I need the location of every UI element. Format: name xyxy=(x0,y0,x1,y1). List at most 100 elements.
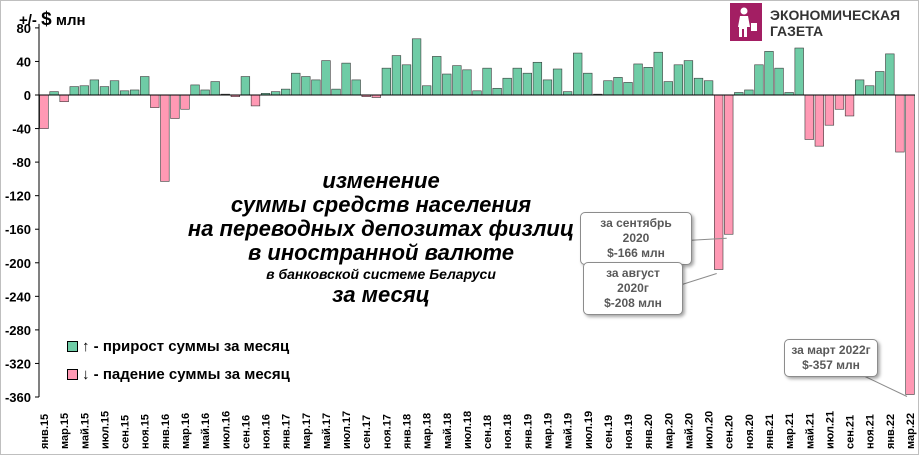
bar-фев.18 xyxy=(411,38,422,96)
bar-июл.18 xyxy=(462,69,472,96)
bar-апр.17 xyxy=(311,79,321,96)
legend-down: ↓ - падение суммы за месяц xyxy=(67,366,290,383)
bar-фев.22 xyxy=(895,94,905,153)
bar-янв.19 xyxy=(522,72,532,96)
bar-ноя.20 xyxy=(744,89,754,96)
callout-aug-2020-line1: за август 2020г xyxy=(606,266,660,295)
bar-июл.19 xyxy=(583,72,593,96)
bar-янв.15 xyxy=(39,94,49,129)
y-tick-label: -360 xyxy=(5,390,31,405)
bar-май.20 xyxy=(683,60,694,96)
x-tick-label: сен.21 xyxy=(845,415,857,449)
callout-sep-2020-line2: $-166 млн xyxy=(607,246,665,260)
bar-окт.21 xyxy=(854,79,865,96)
callout-mar-2022-line1: за март 2022г xyxy=(791,343,871,357)
x-tick-label: июл.19 xyxy=(583,411,595,449)
title-line-4: в иностранной валюте xyxy=(247,240,515,265)
bar-янв.20 xyxy=(643,67,653,96)
bar-июл.20 xyxy=(703,80,714,96)
bar-дек.21 xyxy=(875,71,885,96)
callout-aug-2020-line2: $-208 млн xyxy=(604,296,662,310)
bar-сен.19 xyxy=(603,80,613,96)
y-tick-label: -320 xyxy=(5,356,31,371)
bar-май.21 xyxy=(804,94,814,140)
x-tick-label: май.19 xyxy=(563,413,575,449)
y-tick-label: -280 xyxy=(5,323,31,338)
bar-сен.21 xyxy=(844,94,855,117)
bar-май.18 xyxy=(442,73,452,96)
bar-дек.18 xyxy=(512,67,522,96)
x-tick-label: ноя.19 xyxy=(623,414,635,449)
x-tick-label: мар.18 xyxy=(422,413,434,449)
bar-фев.21 xyxy=(774,67,784,96)
bar-ноя.18 xyxy=(502,77,512,96)
title-line-2: суммы средств населения xyxy=(230,192,532,217)
bar-июн.16 xyxy=(210,81,220,96)
bar-мар.18 xyxy=(422,85,432,96)
bar-янв.21 xyxy=(764,51,774,96)
callout-sep-2020: за сентябрь 2020 $-166 млн xyxy=(580,212,692,265)
bar-фев.19 xyxy=(532,61,543,96)
x-tick-label: мар.15 xyxy=(59,413,71,449)
bar-май.16 xyxy=(200,89,210,96)
logo-line-2: ГАЗЕТА xyxy=(770,23,824,39)
bar-май.19 xyxy=(562,91,573,96)
bar-июн.20 xyxy=(693,77,704,96)
x-tick-label: мар.21 xyxy=(784,413,796,449)
title-line-1: изменение xyxy=(322,168,440,193)
callout-pointer-mar-2022 xyxy=(863,375,908,397)
bar-фев.20 xyxy=(653,51,663,96)
x-tick-label: июл.21 xyxy=(824,411,836,449)
y-tick-label: -200 xyxy=(5,256,31,271)
bar-окт.16 xyxy=(250,94,261,107)
bar-мар.15 xyxy=(59,94,69,103)
title-subline: в банковской системе Беларуси xyxy=(266,266,496,282)
x-tick-label: ноя.15 xyxy=(140,414,152,449)
bar-апр.19 xyxy=(552,68,563,96)
bar-авг.18 xyxy=(472,90,482,96)
x-tick-label: янв.20 xyxy=(643,414,655,449)
callout-sep-2020-line1: за сентябрь 2020 xyxy=(600,216,672,245)
bar-янв.16 xyxy=(160,94,170,182)
bar-июн.17 xyxy=(331,88,341,96)
bar-июн.21 xyxy=(814,94,824,147)
y-tick-label: 80 xyxy=(17,21,31,36)
x-tick-label: янв.19 xyxy=(522,414,534,449)
bar-июл.15 xyxy=(99,86,110,96)
bar-ноя.21 xyxy=(865,85,875,96)
bar-фев.15 xyxy=(49,91,59,96)
bar-окт.15 xyxy=(130,89,140,96)
unit-prefix: +/- xyxy=(19,12,37,29)
bar-ноя.17 xyxy=(381,67,392,96)
legend-down-swatch xyxy=(67,369,78,380)
x-tick-label: сен.16 xyxy=(240,415,252,449)
logo-line-1: ЭКОНОМИЧЕСКАЯ xyxy=(770,7,901,23)
x-tick-label: сен.20 xyxy=(724,415,736,449)
unit-label: млн xyxy=(55,12,86,29)
y-tick-label: -40 xyxy=(12,122,31,137)
bar-июл.21 xyxy=(824,94,835,126)
x-tick-label: май.16 xyxy=(200,413,212,449)
bar-янв.22 xyxy=(885,53,895,96)
callout-mar-2022: за март 2022г $-357 млн xyxy=(784,339,878,377)
bar-авг.15 xyxy=(109,80,120,96)
y-tick-label: -80 xyxy=(12,155,31,170)
bar-янв.17 xyxy=(281,88,291,96)
x-tick-label: июл.17 xyxy=(341,411,353,449)
x-tick-label: мар.20 xyxy=(663,413,675,449)
logo: ЭКОНОМИЧЕСКАЯ ГАЗЕТА xyxy=(730,3,916,41)
x-tick-label: май.18 xyxy=(442,413,454,449)
bar-июн.15 xyxy=(89,79,100,96)
x-tick-label: май.17 xyxy=(321,413,333,449)
bar-дек.19 xyxy=(633,63,643,96)
bar-апр.15 xyxy=(69,86,79,96)
bar-мар.22 xyxy=(905,94,915,395)
bar-июн.19 xyxy=(573,52,583,96)
y-tick-label: -240 xyxy=(5,289,31,304)
bar-мар.20 xyxy=(663,81,673,96)
bar-мар.17 xyxy=(301,76,311,96)
y-tick-label: -120 xyxy=(5,189,31,204)
x-tick-label: сен.18 xyxy=(482,415,494,449)
bar-сен.18 xyxy=(482,67,492,96)
x-tick-label: ноя.18 xyxy=(502,414,514,449)
